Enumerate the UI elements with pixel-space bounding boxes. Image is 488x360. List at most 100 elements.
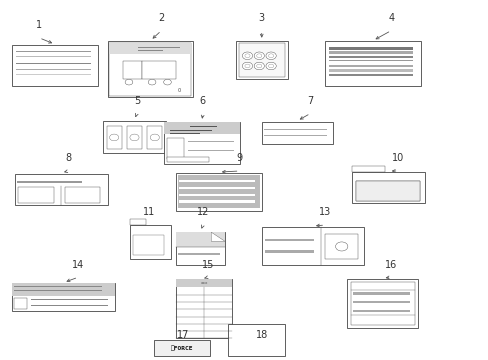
Bar — [12, 283, 115, 296]
Text: 14: 14 — [72, 260, 84, 270]
Bar — [238, 43, 285, 77]
Bar — [163, 122, 239, 134]
Bar — [351, 172, 425, 203]
Bar — [328, 69, 412, 72]
Bar — [14, 285, 102, 287]
Bar — [19, 188, 54, 203]
Bar — [16, 69, 91, 70]
Bar — [137, 50, 163, 51]
Bar — [123, 62, 142, 79]
Bar — [176, 232, 224, 247]
Text: 4: 4 — [387, 13, 393, 23]
Bar — [109, 42, 191, 96]
Bar — [106, 126, 122, 149]
Text: 8: 8 — [65, 153, 71, 163]
Text: 0: 0 — [178, 88, 181, 93]
Bar — [102, 121, 166, 153]
Bar — [328, 51, 412, 54]
Bar — [264, 250, 313, 252]
Bar — [142, 62, 176, 79]
Text: 10: 10 — [391, 153, 404, 163]
Bar — [351, 166, 384, 172]
Bar — [179, 201, 254, 203]
Bar — [176, 232, 224, 265]
Bar — [163, 122, 239, 164]
Text: 17: 17 — [177, 330, 189, 340]
Bar — [352, 310, 409, 312]
Polygon shape — [211, 232, 224, 241]
Bar — [178, 253, 220, 255]
Bar — [126, 126, 142, 149]
Bar — [179, 194, 254, 196]
Text: 18: 18 — [255, 330, 267, 340]
Bar — [261, 227, 364, 265]
Circle shape — [242, 52, 252, 59]
Circle shape — [254, 62, 264, 70]
Bar — [18, 181, 82, 183]
Bar — [16, 51, 91, 53]
Text: 7: 7 — [307, 96, 313, 106]
Text: xxx: xxx — [200, 281, 207, 285]
Bar — [228, 324, 284, 356]
Bar — [137, 47, 180, 48]
Bar — [355, 181, 419, 201]
Bar — [328, 47, 412, 50]
Bar — [14, 290, 102, 291]
Bar — [166, 157, 208, 162]
Bar — [190, 126, 217, 127]
Bar — [188, 149, 233, 150]
Bar — [12, 283, 115, 311]
Bar — [325, 41, 420, 86]
Bar — [169, 130, 211, 131]
Bar — [328, 56, 412, 58]
Bar — [350, 282, 414, 325]
Circle shape — [265, 62, 276, 70]
Bar — [109, 42, 191, 54]
Circle shape — [125, 79, 133, 85]
Bar — [16, 63, 91, 64]
Bar — [352, 292, 409, 294]
Bar — [352, 301, 409, 303]
Text: 16: 16 — [384, 260, 397, 270]
Bar — [179, 187, 254, 189]
Bar — [325, 234, 357, 259]
Text: 5: 5 — [134, 96, 140, 106]
Bar — [261, 122, 332, 144]
Text: 1: 1 — [36, 20, 42, 30]
Bar — [12, 45, 98, 86]
Bar — [328, 65, 412, 67]
Bar — [147, 126, 162, 149]
Bar — [14, 298, 26, 309]
Bar — [65, 188, 100, 203]
Text: 13: 13 — [318, 207, 331, 217]
Text: 9: 9 — [236, 153, 242, 163]
Bar — [31, 305, 107, 306]
Bar — [16, 74, 91, 75]
Bar — [166, 138, 183, 159]
Bar — [15, 174, 107, 205]
Text: 15: 15 — [201, 260, 214, 270]
Circle shape — [265, 52, 276, 59]
Bar — [176, 173, 261, 211]
Bar — [31, 299, 107, 300]
Circle shape — [242, 62, 252, 70]
Bar — [264, 135, 326, 136]
Bar — [133, 235, 164, 255]
Bar — [264, 129, 326, 130]
Text: 3: 3 — [258, 13, 264, 23]
Bar — [236, 41, 287, 79]
Circle shape — [163, 79, 171, 85]
Text: 2: 2 — [158, 13, 164, 23]
Bar — [129, 225, 171, 259]
Bar — [328, 74, 412, 76]
Circle shape — [148, 79, 156, 85]
Bar — [179, 180, 254, 182]
Bar — [154, 340, 210, 356]
Text: 6: 6 — [200, 96, 205, 106]
Text: ⧗FORCE: ⧗FORCE — [170, 346, 193, 351]
Bar — [346, 279, 417, 328]
Bar — [176, 279, 232, 287]
Bar — [107, 41, 193, 97]
Circle shape — [254, 52, 264, 59]
Bar — [169, 133, 200, 134]
